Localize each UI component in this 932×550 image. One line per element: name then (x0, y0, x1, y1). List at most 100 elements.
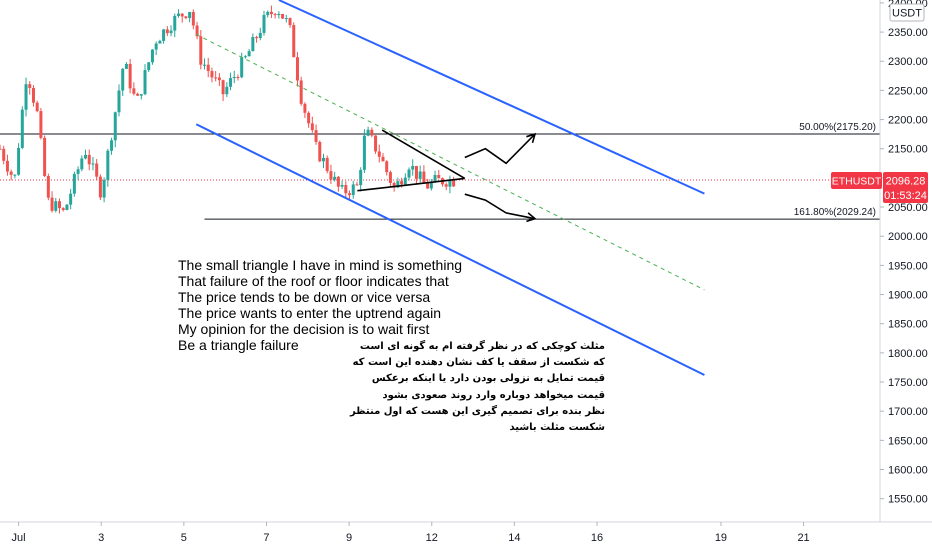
candle-body (176, 13, 180, 16)
candle-body (288, 18, 292, 26)
candle-body (295, 57, 299, 81)
candle-body (325, 157, 329, 172)
candle-body (388, 172, 392, 183)
time-tick-label: 19 (715, 532, 727, 544)
note-english-line: The price wants to enter the uptrend aga… (178, 305, 442, 321)
candle-body (381, 156, 385, 162)
note-persian-line: قیمت تمایل به نزولی بودن دارد یا اینکه ب… (371, 373, 605, 385)
candle-body (429, 181, 433, 189)
candle-body (452, 179, 456, 187)
fib-level-label: 50.00%(2175.20) (799, 122, 876, 133)
candle-body (418, 171, 422, 179)
candle-body (370, 129, 374, 136)
candle-body (184, 16, 188, 18)
candle-body (362, 135, 366, 170)
note-english: The small triangle I have in mind is som… (178, 257, 462, 353)
note-english-line: Be a triangle failure (178, 337, 299, 353)
triangle-bottom-line (357, 177, 465, 192)
candle-body (221, 80, 225, 95)
price-tick-label: 2350.00 (888, 27, 928, 39)
candle-body (169, 30, 173, 34)
candle-body (351, 184, 355, 196)
candle-body (400, 181, 404, 185)
fib-level-label: 161.80%(2029.24) (794, 207, 876, 218)
symbol-badge (831, 172, 882, 189)
candle-body (72, 173, 76, 194)
time-tick-label: 21 (797, 532, 809, 544)
candle-body (273, 14, 277, 16)
arrow-head-up (526, 132, 537, 144)
candle-body (188, 12, 192, 18)
candle-body (43, 137, 47, 177)
candle-body (333, 176, 337, 180)
candle-body (5, 160, 9, 172)
candlestick-series (0, 5, 456, 214)
candle-body (57, 201, 61, 209)
candle-body (318, 141, 322, 162)
price-tick-label: 2200.00 (888, 115, 928, 127)
candle-body (165, 29, 169, 34)
time-tick-label: 9 (346, 532, 352, 544)
candle-body (150, 49, 154, 63)
candle-body (262, 15, 266, 33)
note-english-line: The price tends to be down or vice versa (178, 289, 431, 305)
candle-body (158, 40, 162, 44)
candle-body (385, 161, 389, 173)
last-price-value: 2096.28 (886, 176, 926, 188)
breakout-arrow-down (464, 193, 536, 220)
drawings[interactable] (195, 0, 705, 376)
candle-body (229, 78, 233, 87)
candle-body (65, 204, 69, 210)
currency-badge[interactable] (889, 3, 925, 22)
candle-body (132, 88, 136, 94)
channel-lower-line (195, 123, 705, 376)
note-persian-line: شکست مثلث باشید (509, 422, 605, 434)
candle-body (128, 63, 132, 89)
candle-body (54, 201, 58, 211)
channel-mid-line (196, 33, 705, 291)
candle-body (210, 71, 214, 78)
price-tick-label: 1950.00 (888, 260, 928, 272)
price-tick-label: 1700.00 (888, 406, 928, 418)
note-english-line: My opinion for the decision is to wait f… (178, 321, 430, 337)
candle-body (24, 84, 28, 110)
price-axis-background (880, 0, 932, 550)
price-tick-label: 2250.00 (888, 85, 928, 97)
candle-body (336, 176, 340, 187)
note-persian-line: مثلث کوچکی که در نظر گرفته ام به گونه ای… (359, 341, 605, 352)
note-persian-line: نظر بنده برای تصمیم گیری این هست که اول … (349, 405, 605, 417)
time-axis[interactable]: Jul 3 5 7 9 12 14 16 19 21 (12, 522, 810, 544)
note-english-line: That failure of the roof or floor indica… (178, 273, 449, 289)
channel-upper-line (278, 0, 705, 195)
candle-body (258, 32, 262, 39)
candle-body (422, 171, 426, 184)
arrow-head-down (526, 212, 537, 223)
price-tick-label: 2050.00 (888, 202, 928, 214)
note-persian-line: قیمت میخواهد دوباره وارد روند صعودی بشود (382, 389, 605, 401)
horizontal-levels: 50.00%(2175.20) 161.80%(2029.24) (0, 122, 880, 220)
note-persian-line: که شکست از سقف یا کف نشان دهنده این است … (352, 357, 605, 369)
candle-body (206, 64, 210, 72)
candle-body (214, 77, 218, 79)
price-tick-label: 1650.00 (888, 435, 928, 447)
time-tick-label: 5 (181, 532, 187, 544)
candle-body (91, 163, 95, 165)
candle-body (0, 148, 2, 150)
price-tick-label: 1550.00 (888, 494, 928, 506)
candle-body (444, 184, 448, 187)
candle-body (102, 180, 106, 198)
candle-body (147, 62, 151, 71)
candle-body (292, 25, 296, 58)
candle-body (35, 102, 39, 112)
time-tick-label: 16 (591, 532, 603, 544)
candle-body (173, 15, 177, 31)
note-english-line: The small triangle I have in mind is som… (178, 257, 463, 273)
time-tick-label: 14 (508, 532, 520, 544)
candle-body (411, 165, 415, 170)
candle-body (426, 183, 430, 189)
price-tick-label: 1750.00 (888, 377, 928, 389)
candle-body (414, 165, 418, 179)
candle-body (136, 93, 140, 96)
